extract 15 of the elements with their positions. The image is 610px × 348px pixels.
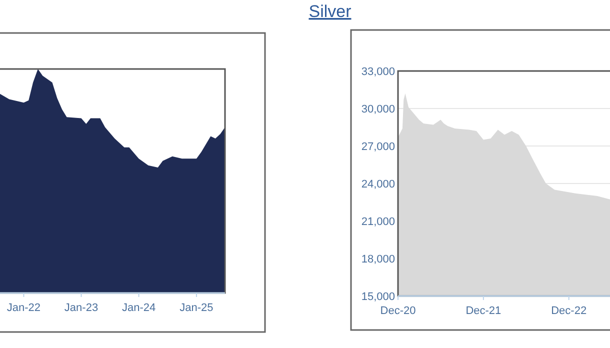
x-tick-label: Dec-22 [551,305,587,317]
y-tick-label: 33,000 [361,66,395,78]
x-tick-label: Jan-24 [122,302,156,314]
y-tick-label: 21,000 [361,216,395,228]
x-tick-label: Dec-20 [380,305,416,317]
chart-title: Silver [308,2,352,21]
x-tick-label: Jan-25 [180,302,214,314]
y-tick-label: 18,000 [361,254,395,266]
x-tick-label: Jan-22 [6,302,41,314]
y-tick-label: 15,000 [361,291,395,303]
y-tick-label: 30,000 [361,104,395,116]
y-tick-label: 24,000 [361,178,395,190]
y-tick-label: 27,000 [361,141,395,153]
x-tick-label: Jan-23 [64,302,98,314]
x-tick-label: Dec-21 [466,305,502,317]
